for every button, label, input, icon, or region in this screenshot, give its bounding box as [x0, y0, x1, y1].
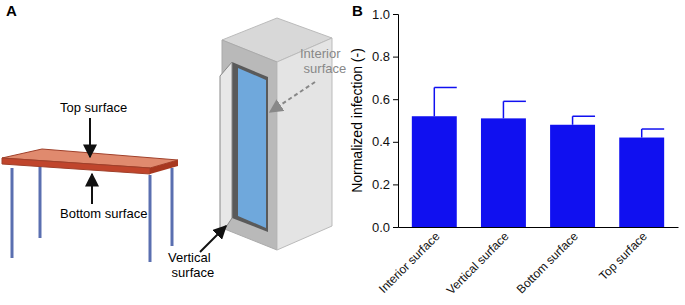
y-tick: 0.2	[372, 177, 398, 192]
axis-line	[393, 15, 399, 228]
error-bar-cap	[503, 101, 525, 103]
error-bar-cap	[642, 128, 664, 130]
tick-mark	[393, 142, 398, 143]
tick-label: Vertical surface	[444, 229, 512, 297]
error-bar-stem	[572, 116, 574, 125]
panel-a: A Top surface Bottom surface Interior surfa…	[2, 2, 346, 280]
bar	[412, 116, 457, 227]
x-tick: Bottom surface	[514, 227, 581, 296]
tick-label: 1.0	[372, 7, 390, 22]
tick-mark	[393, 227, 398, 228]
arrow	[89, 118, 91, 157]
error-bar-cap	[434, 87, 456, 89]
vertical-surface-label: Vertical surface	[168, 250, 214, 280]
cabinet-door	[220, 62, 232, 236]
error-bar-stem	[434, 87, 436, 116]
error-bar	[434, 87, 456, 116]
error-bar	[573, 116, 595, 125]
arrow	[270, 82, 315, 112]
tick-label: 0.6	[372, 92, 390, 107]
panel-label: B	[352, 2, 363, 19]
tick-label: Interior surface	[376, 229, 443, 296]
table-leg	[149, 175, 152, 262]
y-tick: 0.8	[372, 49, 398, 64]
panel-label: A	[6, 2, 17, 19]
tick-label: 0.4	[372, 134, 390, 149]
error-bar	[642, 129, 664, 138]
y-tick: 1.0	[372, 7, 398, 22]
y-tick: 0.6	[372, 92, 398, 107]
tick-mark	[393, 99, 398, 100]
x-tick: Top surface	[596, 227, 650, 283]
panel-b: B 0.0 0.2 0.4 0.6 0.8 1.0 Interior surfaceVerti…	[349, 2, 679, 297]
error-bar-cap	[573, 115, 595, 117]
bar	[550, 125, 595, 227]
error-bar-stem	[641, 129, 643, 138]
tick-mark	[393, 14, 398, 15]
cabinet-interior	[238, 68, 266, 228]
interior-surface-label: Interior surface	[300, 46, 346, 76]
tick-label: 0.0	[372, 220, 390, 235]
y-tick: 0.0	[372, 220, 398, 235]
tick-label: Bottom surface	[514, 229, 581, 296]
table-leg	[171, 168, 174, 246]
x-axis: Interior surfaceVertical surfaceBottom s…	[376, 227, 678, 297]
x-tick: Vertical surface	[444, 227, 512, 297]
table	[2, 149, 178, 262]
y-tick: 0.4	[372, 134, 398, 149]
axis-line	[399, 227, 679, 228]
tick-label: 0.2	[372, 177, 390, 192]
top-surface-label: Top surface	[60, 100, 127, 115]
error-bar	[503, 101, 525, 118]
bottom-surface-label: Bottom surface	[60, 206, 147, 221]
tick-mark	[393, 184, 398, 185]
y-axis: 0.0 0.2 0.4 0.6 0.8 1.0	[372, 7, 399, 235]
cabinet-opening	[232, 62, 268, 232]
tick-label: Top surface	[596, 229, 650, 283]
arrow	[91, 174, 93, 204]
arrow	[200, 226, 226, 252]
tick-label: 0.8	[372, 49, 390, 64]
y-axis-title: Normalized infection (-)	[349, 48, 365, 193]
bar	[481, 118, 526, 227]
table-edge	[2, 158, 150, 174]
table-leg	[39, 160, 42, 238]
x-tick: Interior surface	[376, 227, 443, 296]
error-bar-stem	[503, 101, 505, 118]
table-edge-side	[150, 160, 178, 174]
table-leg	[11, 168, 14, 258]
plot-area	[412, 87, 664, 227]
tick-mark	[393, 57, 398, 58]
bar	[619, 138, 664, 227]
figure: ATop surfaceBottom surfaceInterior surfa…	[0, 0, 685, 305]
